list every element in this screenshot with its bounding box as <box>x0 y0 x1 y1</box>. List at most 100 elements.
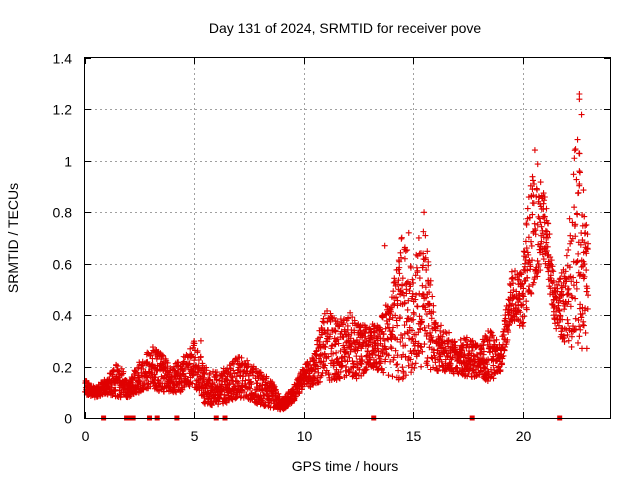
data-point <box>548 257 555 264</box>
data-point <box>401 299 408 306</box>
data-point <box>432 319 439 326</box>
data-point <box>544 243 551 250</box>
data-point <box>189 380 196 387</box>
data-point <box>583 267 590 274</box>
data-point <box>346 354 353 361</box>
data-point <box>112 386 119 393</box>
data-point <box>399 282 406 289</box>
data-point <box>248 381 255 388</box>
data-point <box>432 359 439 366</box>
data-point <box>334 318 341 325</box>
data-point <box>576 168 583 175</box>
x-axis-title: GPS time / hours <box>292 458 399 474</box>
data-point <box>457 357 464 364</box>
data-point <box>385 372 392 379</box>
data-point <box>502 343 509 350</box>
data-point <box>451 338 458 345</box>
data-point <box>429 337 436 344</box>
data-point <box>423 294 430 301</box>
data-point <box>191 340 198 347</box>
data-point <box>394 361 401 368</box>
data-point <box>370 364 377 371</box>
data-point <box>409 335 416 342</box>
data-point <box>572 295 579 302</box>
data-point <box>362 333 369 340</box>
data-point <box>569 294 576 301</box>
data-point <box>576 272 583 279</box>
data-point <box>550 277 557 284</box>
data-point <box>394 336 401 343</box>
data-point <box>392 312 399 319</box>
data-point <box>571 327 578 334</box>
data-point <box>384 320 391 327</box>
data-point <box>327 331 334 338</box>
data-point <box>557 297 564 304</box>
data-point <box>438 322 445 329</box>
data-point <box>520 285 527 292</box>
data-point <box>396 258 403 265</box>
data-point <box>540 200 547 207</box>
data-point <box>194 347 201 354</box>
data-point <box>421 341 428 348</box>
data-point <box>578 111 585 118</box>
data-point <box>482 332 489 339</box>
data-point <box>534 161 541 168</box>
data-point <box>576 181 583 187</box>
data-point <box>565 246 572 253</box>
data-point <box>415 234 422 241</box>
data-point <box>414 303 421 310</box>
data-point <box>575 317 582 324</box>
data-point <box>523 221 530 228</box>
data-point <box>263 375 270 382</box>
data-point <box>331 314 338 321</box>
y-tick-label: 1.4 <box>53 51 73 67</box>
data-point <box>385 352 392 359</box>
data-point <box>575 189 582 196</box>
data-point <box>517 309 524 316</box>
data-point <box>395 374 402 381</box>
data-point <box>399 289 406 296</box>
data-point <box>413 291 420 298</box>
data-point <box>571 147 578 154</box>
data-point <box>416 275 423 282</box>
data-point <box>565 337 572 344</box>
data-point <box>403 290 410 297</box>
data-point <box>537 179 544 186</box>
data-point <box>572 221 579 228</box>
data-point <box>261 392 268 399</box>
data-point <box>201 378 208 385</box>
data-point <box>403 280 410 287</box>
data-point <box>573 285 580 292</box>
data-point <box>435 367 442 374</box>
data-point <box>543 205 550 212</box>
data-point <box>532 231 539 238</box>
data-point <box>402 353 409 360</box>
data-point <box>416 313 423 320</box>
data-point <box>534 186 541 193</box>
data-point <box>322 362 329 369</box>
data-point <box>572 233 579 240</box>
data-point <box>238 354 245 361</box>
data-point <box>407 264 414 271</box>
data-point <box>397 332 404 339</box>
data-point <box>159 361 166 368</box>
data-point <box>584 246 591 253</box>
data-point <box>389 373 396 380</box>
data-point <box>568 343 575 350</box>
data-point <box>337 368 344 375</box>
data-point <box>339 362 346 369</box>
plot-frame <box>84 57 611 419</box>
data-point <box>529 211 536 218</box>
data-point <box>199 362 206 369</box>
data-point <box>574 136 581 143</box>
data-point <box>428 334 435 341</box>
y-tick-label: 0.6 <box>53 257 73 273</box>
data-point <box>381 242 388 249</box>
x-tick-label: 0 <box>82 428 90 444</box>
data-point <box>415 347 422 354</box>
data-point <box>564 291 571 298</box>
data-point <box>215 401 222 408</box>
data-point <box>531 147 538 154</box>
data-point <box>399 275 406 282</box>
data-point <box>425 322 432 329</box>
